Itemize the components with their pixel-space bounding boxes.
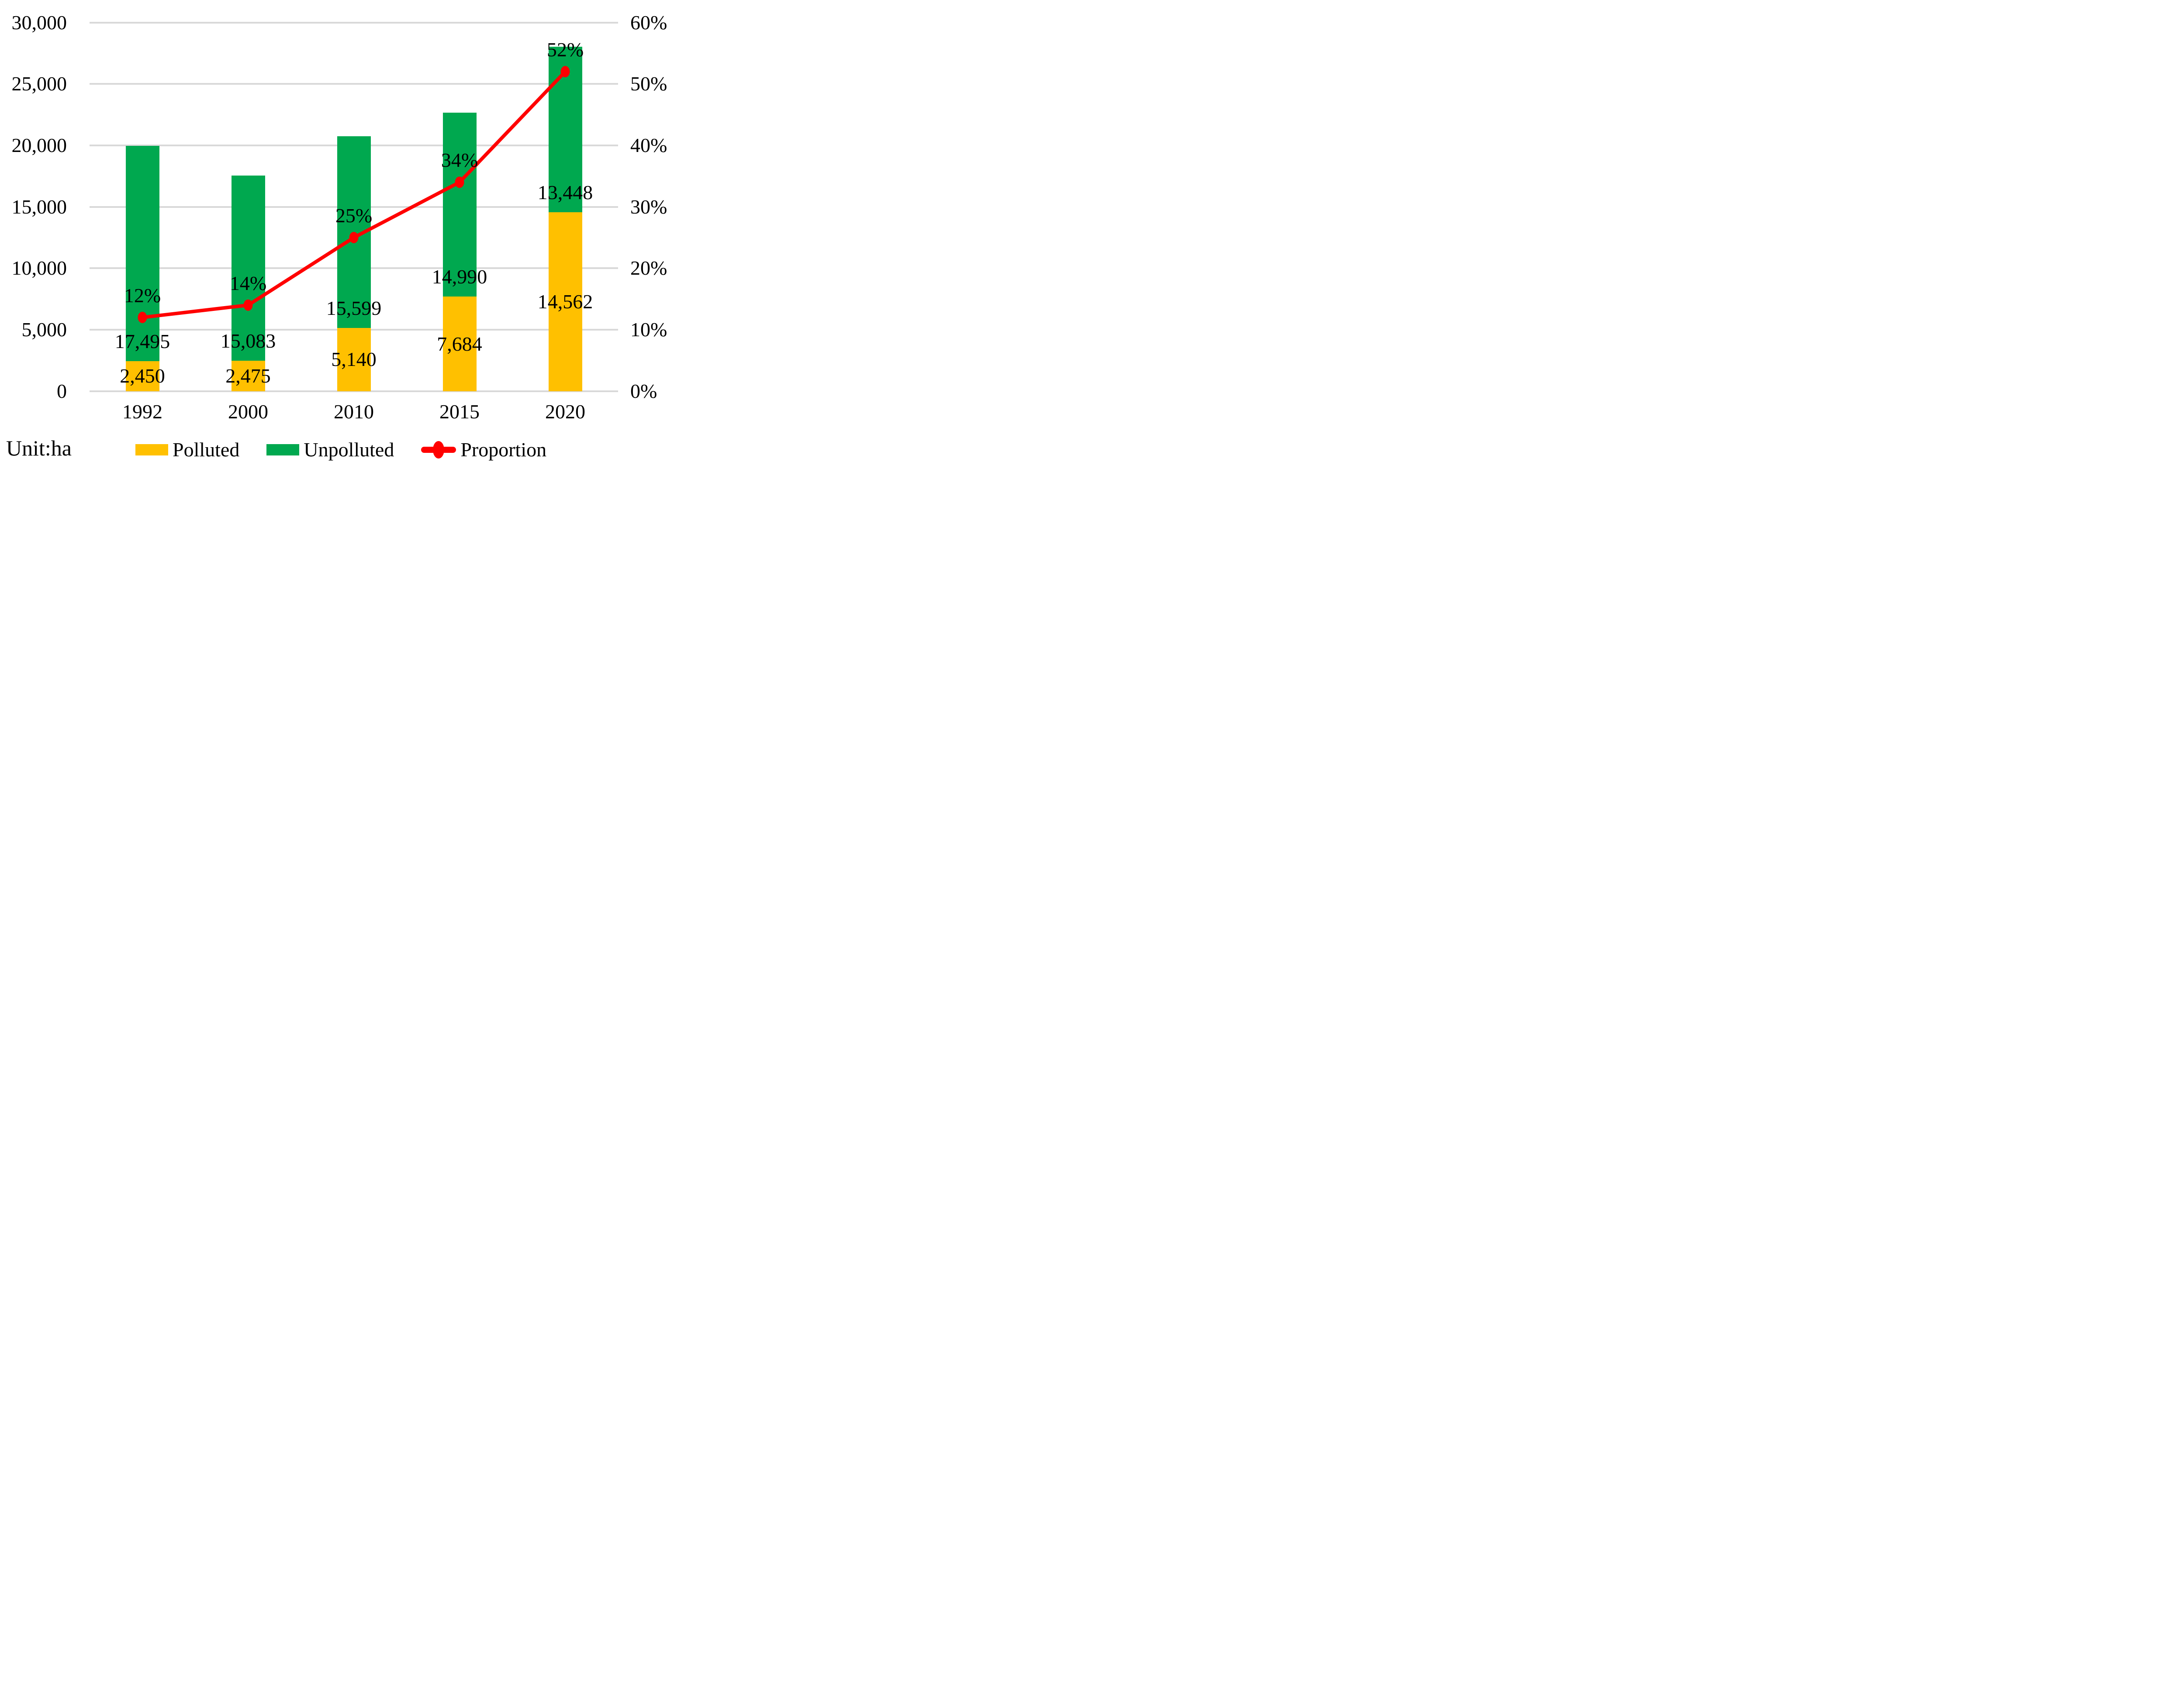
x-axis-label-1992: 1992 [122, 400, 162, 423]
legend-swatch-unpolluted [266, 444, 300, 455]
bar-polluted-1992 [125, 361, 159, 391]
left-axis-tick: 30,000 [11, 11, 67, 34]
label-proportion-1992: 12% [124, 284, 161, 307]
proportion-marker-2020 [560, 66, 570, 78]
proportion-marker-2015 [455, 176, 464, 188]
legend-swatch-polluted [135, 444, 168, 455]
unit-note: Unit:ha [6, 436, 72, 460]
label-proportion-2010: 25% [335, 204, 373, 227]
bar-unpolluted-1992 [125, 146, 159, 361]
bar-unpolluted-2015 [442, 112, 477, 297]
label-polluted-2015: 7,684 [437, 332, 482, 355]
x-axis-label-2020: 2020 [545, 400, 585, 423]
legend-label-polluted: Polluted [173, 438, 240, 461]
chart-figure: 30,000 25,000 20,000 15,000 10,000 5,000 0 60%… [0, 0, 675, 469]
label-unpolluted-2010: 15,599 [326, 297, 382, 320]
label-polluted-2000: 2,475 [225, 364, 271, 387]
gridline [90, 83, 618, 85]
bar-polluted-2000 [231, 361, 265, 391]
legend-item-polluted: Polluted [135, 438, 239, 462]
legend-label-proportion: Proportion [460, 438, 547, 461]
proportion-marker-1992 [138, 311, 147, 323]
bar-polluted-2020 [548, 212, 582, 391]
label-unpolluted-1992: 17,495 [114, 330, 170, 352]
right-axis-tick: 40% [630, 134, 667, 156]
left-axis-tick: 20,000 [11, 134, 67, 156]
right-axis-tick: 50% [630, 72, 667, 95]
legend-marker-dot [433, 441, 445, 459]
legend-label-unpolluted: Unpolluted [304, 438, 394, 461]
gridline [90, 21, 618, 24]
label-proportion-2000: 14% [229, 272, 267, 294]
right-axis-tick: 20% [630, 257, 667, 279]
left-axis-tick: 0 [57, 379, 67, 402]
right-axis-tick: 60% [630, 11, 667, 34]
label-unpolluted-2015: 14,990 [432, 266, 487, 288]
right-axis-tick: 30% [630, 195, 667, 218]
label-unpolluted-2000: 15,083 [220, 330, 276, 352]
legend-item-proportion: Proportion [421, 438, 546, 462]
right-axis-tick: 10% [630, 318, 667, 341]
x-axis-label-2000: 2000 [228, 400, 268, 423]
legend-item-unpolluted: Unpolluted [266, 438, 394, 462]
left-axis-tick: 25,000 [11, 72, 67, 95]
left-axis-tick: 15,000 [11, 195, 67, 218]
left-axis-tick: 10,000 [11, 257, 67, 279]
label-proportion-2020: 52% [546, 38, 584, 61]
label-polluted-2010: 5,140 [331, 348, 377, 371]
left-axis-tick: 5,000 [21, 318, 67, 341]
x-axis-label-2010: 2010 [334, 400, 374, 423]
bar-unpolluted-2000 [231, 175, 265, 361]
bar-polluted-2015 [442, 297, 477, 391]
proportion-marker-2000 [243, 299, 253, 311]
proportion-line-layer [138, 66, 570, 323]
x-axis-label-2015: 2015 [439, 400, 480, 423]
right-axis-tick: 0% [630, 379, 657, 402]
label-proportion-2015: 34% [441, 149, 478, 172]
proportion-marker-2010 [349, 231, 359, 243]
label-polluted-2020: 14,562 [537, 290, 593, 313]
bar-polluted-2010 [337, 328, 371, 391]
legend-line-marker-icon [421, 440, 456, 459]
label-polluted-1992: 2,450 [120, 365, 165, 387]
legend: Polluted Unpolluted Proportion [135, 438, 546, 462]
label-unpolluted-2020: 13,448 [537, 181, 593, 203]
gridline [90, 390, 618, 392]
